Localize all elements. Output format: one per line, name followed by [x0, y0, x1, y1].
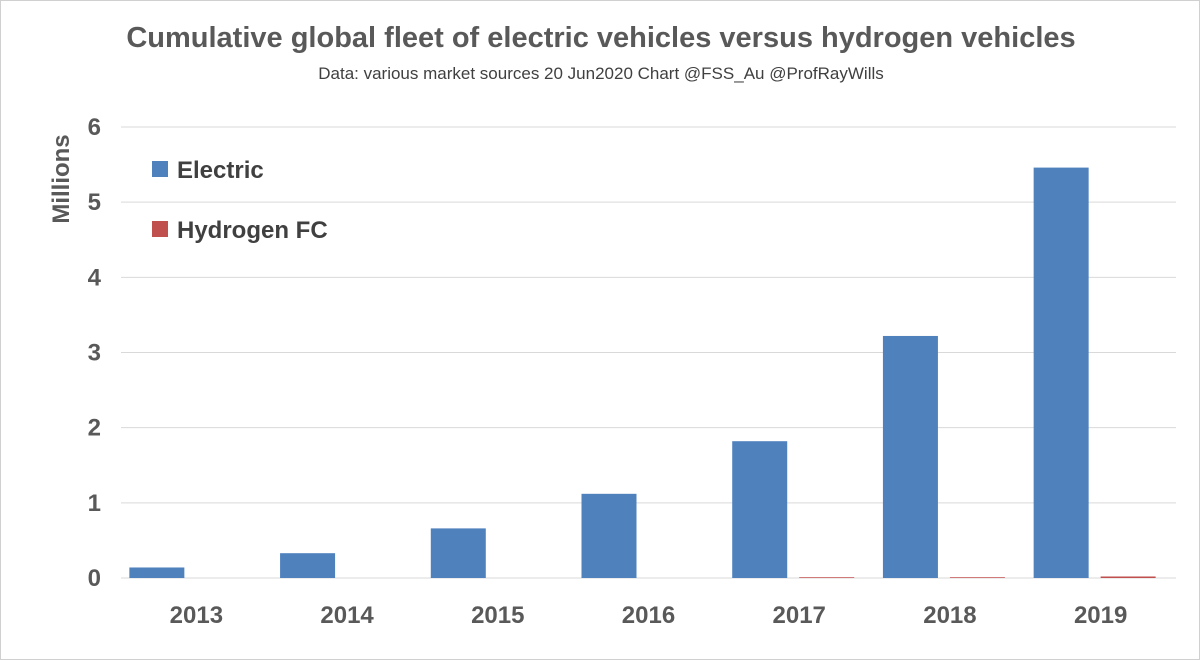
y-tick-label: 5 [88, 189, 101, 216]
x-tick-label: 2017 [773, 602, 826, 629]
bar-electric-2014 [280, 553, 336, 578]
legend-entry: Hydrogen FC [177, 217, 328, 244]
y-tick-label: 6 [88, 114, 101, 141]
legend: Electric Hydrogen FC [152, 157, 328, 244]
x-tick-label: 2019 [1074, 602, 1127, 629]
y-axis-label: Millions [48, 134, 75, 223]
x-tick-label: 2013 [170, 602, 223, 629]
y-tick-label: 1 [88, 490, 101, 517]
bar-electric-2018 [882, 335, 938, 578]
bar-hydrogen-fc-2017 [799, 577, 855, 578]
bar-electric-2015 [430, 528, 486, 578]
bars [129, 167, 1156, 578]
bar-hydrogen-fc-2019 [1100, 576, 1156, 578]
bar-electric-2019 [1033, 167, 1089, 578]
y-tick-label: 3 [88, 340, 101, 367]
y-tick-labels: 0 1 2 3 4 5 6 [88, 114, 102, 592]
bar-electric-2013 [129, 567, 185, 578]
legend-swatch [152, 221, 168, 237]
y-tick-label: 0 [88, 565, 101, 592]
x-tick-label: 2016 [622, 602, 675, 629]
y-tick-label: 4 [88, 264, 102, 291]
y-tick-label: 2 [88, 415, 101, 442]
bar-hydrogen-fc-2018 [949, 577, 1005, 578]
legend-entry: Electric [177, 157, 264, 184]
x-tick-label: 2015 [471, 602, 524, 629]
x-tick-labels: 2013 2014 2015 2016 2017 2018 2019 [170, 602, 1128, 629]
x-tick-label: 2014 [320, 602, 374, 629]
bar-electric-2017 [732, 441, 788, 578]
chart-subtitle: Data: various market sources 20 Jun2020 … [318, 64, 884, 83]
legend-swatch [152, 161, 168, 177]
bar-electric-2016 [581, 493, 637, 578]
chart-title: Cumulative global fleet of electric vehi… [126, 22, 1075, 54]
x-tick-label: 2018 [923, 602, 976, 629]
gridlines [121, 126, 1176, 579]
